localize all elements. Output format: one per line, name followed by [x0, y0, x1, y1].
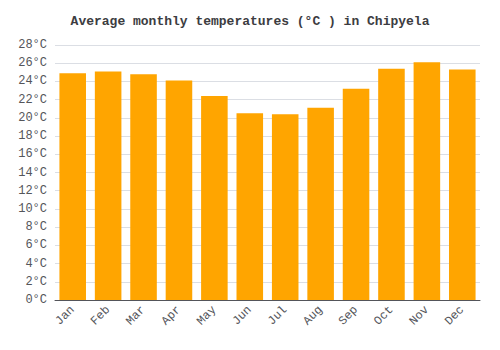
svg-text:Oct: Oct — [371, 303, 396, 328]
svg-text:16°C: 16°C — [18, 147, 47, 161]
svg-text:0°C: 0°C — [25, 293, 47, 307]
svg-text:4°C: 4°C — [25, 257, 47, 271]
svg-text:8°C: 8°C — [25, 220, 47, 234]
svg-text:24°C: 24°C — [18, 74, 47, 88]
svg-text:28°C: 28°C — [18, 38, 47, 52]
svg-text:Apr: Apr — [159, 303, 184, 328]
svg-text:May: May — [194, 303, 219, 328]
svg-text:Jul: Jul — [265, 303, 290, 328]
svg-text:Jan: Jan — [53, 303, 78, 328]
svg-text:Feb: Feb — [88, 303, 113, 328]
svg-text:12°C: 12°C — [18, 184, 47, 198]
svg-text:20°C: 20°C — [18, 111, 47, 125]
svg-text:26°C: 26°C — [18, 56, 47, 70]
svg-text:6°C: 6°C — [25, 238, 47, 252]
svg-text:22°C: 22°C — [18, 93, 47, 107]
svg-text:Nov: Nov — [407, 303, 432, 328]
svg-text:Aug: Aug — [300, 303, 325, 328]
svg-text:14°C: 14°C — [18, 166, 47, 180]
svg-text:10°C: 10°C — [18, 202, 47, 216]
svg-text:18°C: 18°C — [18, 129, 47, 143]
svg-text:2°C: 2°C — [25, 275, 47, 289]
svg-text:Mar: Mar — [123, 303, 148, 328]
svg-text:Sep: Sep — [336, 303, 361, 328]
svg-text:Average monthly temperatures (: Average monthly temperatures (°C ) in Ch… — [71, 14, 430, 29]
svg-text:Jun: Jun — [230, 303, 255, 328]
svg-text:Dec: Dec — [442, 303, 467, 328]
